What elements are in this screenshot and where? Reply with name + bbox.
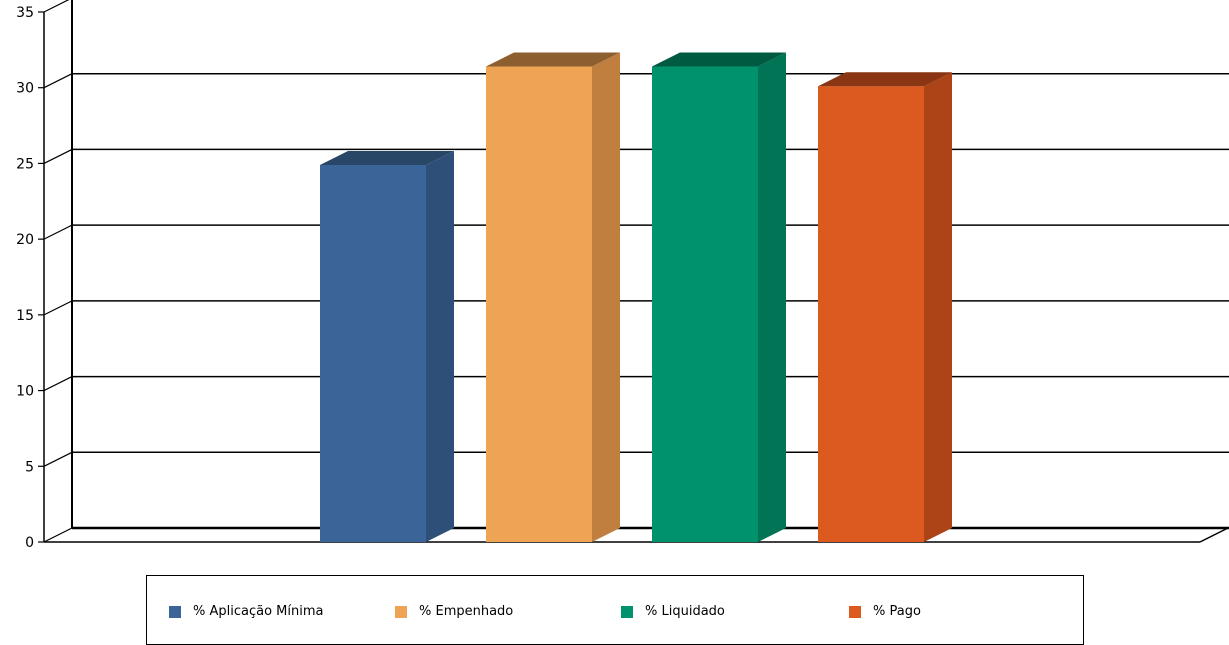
bar-side-face: [592, 52, 620, 543]
y-axis: 0 5 10 15 20 25 30 35: [16, 0, 1229, 551]
legend-swatch: [395, 605, 407, 618]
bar-top-face: [486, 52, 620, 67]
y-tick-label: 25: [16, 156, 34, 172]
grid-diagonal: [43, 0, 70, 13]
legend-swatch: [169, 605, 181, 618]
legend-item: % Empenhado: [395, 604, 513, 619]
bar-side-face: [758, 52, 786, 543]
bar: [818, 72, 952, 542]
legend-label: % Liquidado: [645, 604, 725, 619]
y-tick-label: 10: [16, 384, 34, 400]
legend-label: % Pago: [873, 604, 921, 619]
y-tick-label: 15: [16, 308, 34, 324]
bar-front-face: [818, 86, 924, 542]
floor-right-edge: [1199, 527, 1229, 543]
grid-diagonal: [43, 224, 73, 240]
bar-front-face: [320, 164, 426, 542]
y-tick-label: 35: [16, 5, 34, 21]
legend-label: % Aplicação Mínima: [193, 604, 324, 619]
legend-item: % Liquidado: [621, 604, 725, 619]
bar-side-face: [924, 72, 952, 542]
bar-chart: 0 5 10 15 20 25 30 35: [16, 0, 1229, 551]
legend-item: % Aplicação Mínima: [169, 604, 323, 619]
grid-diagonal: [43, 376, 73, 392]
bar: [320, 150, 454, 542]
bar: [652, 52, 786, 543]
legend: % Aplicação Mínima % Empenhado % Liquidado…: [146, 575, 1084, 645]
bar-top-face: [818, 72, 952, 87]
y-tick-label: 30: [16, 81, 34, 97]
grid-diagonal: [43, 451, 73, 467]
grid-diagonal: [43, 300, 73, 316]
y-tick-label: 20: [16, 232, 34, 248]
grid-diagonal: [43, 527, 73, 543]
bars: [320, 52, 952, 543]
grid-diagonal: [43, 73, 73, 89]
bar-front-face: [486, 66, 592, 542]
legend-swatch: [849, 605, 861, 618]
bar-top-face: [652, 52, 786, 67]
y-tick-label: 5: [25, 459, 34, 475]
y-tick-label: 0: [25, 535, 34, 551]
bar: [486, 52, 620, 543]
legend-label: % Empenhado: [419, 604, 514, 619]
bar-side-face: [426, 150, 454, 542]
bar-front-face: [652, 66, 758, 542]
legend-item: % Pago: [849, 604, 921, 619]
grid: [43, 0, 1229, 543]
grid-diagonal: [43, 148, 73, 164]
bar-top-face: [320, 150, 454, 165]
legend-swatch: [621, 605, 633, 618]
